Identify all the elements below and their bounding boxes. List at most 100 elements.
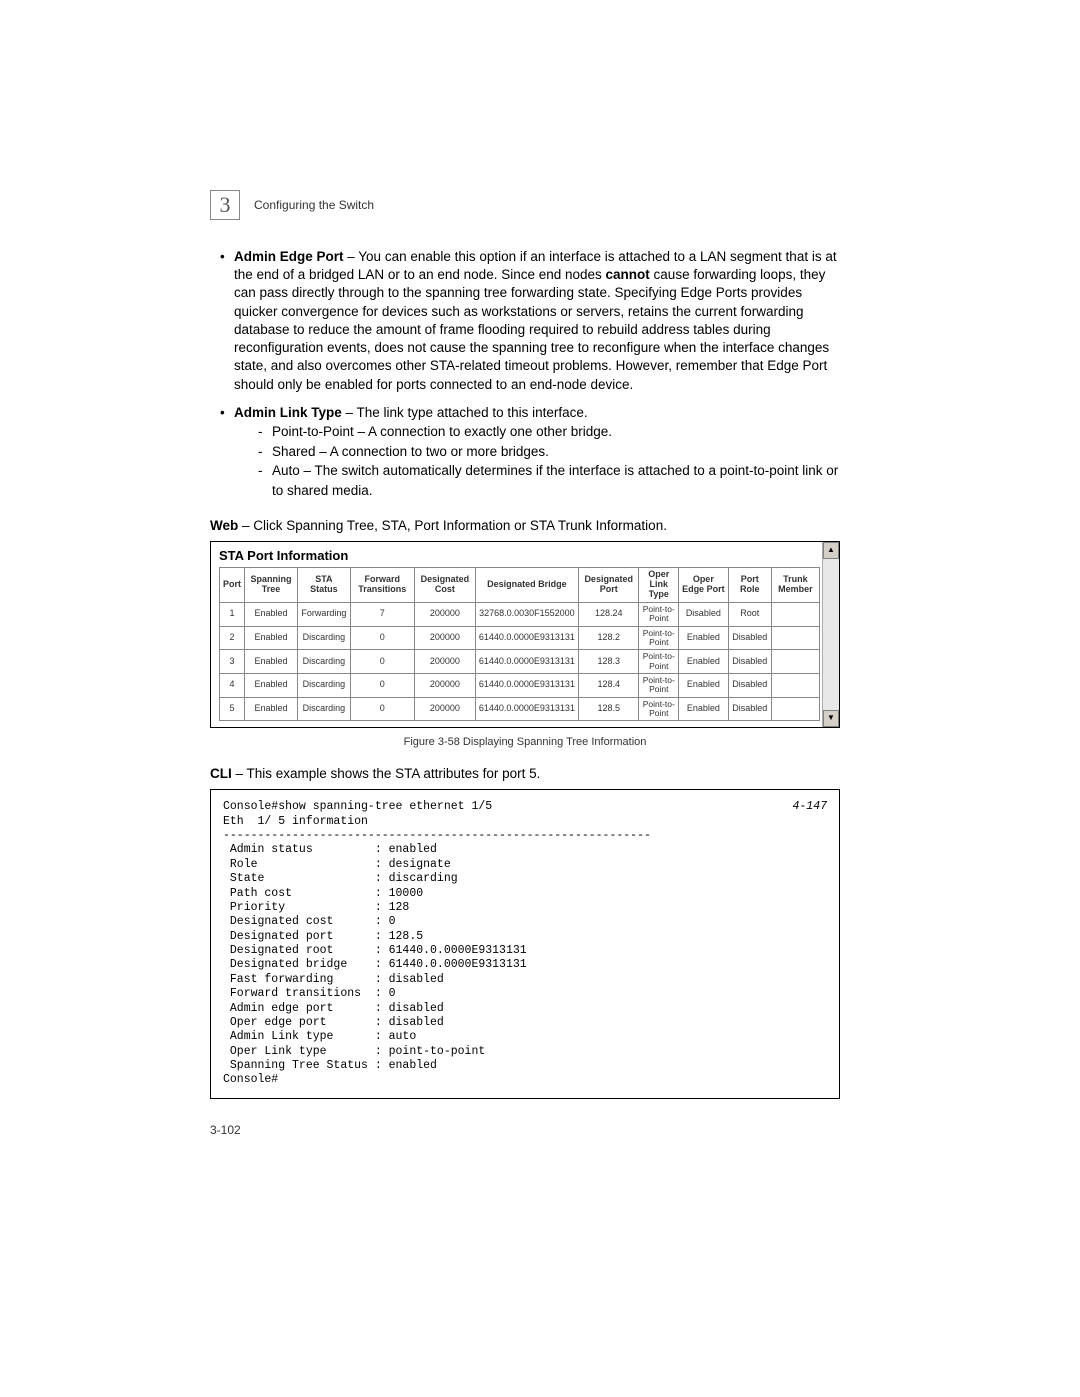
table-cell: Point-to-Point	[639, 650, 679, 674]
table-cell: Root	[728, 602, 771, 626]
sub-list: Point-to-Point – A connection to exactly…	[234, 422, 840, 500]
figure-caption: Figure 3-58 Displaying Spanning Tree Inf…	[210, 736, 840, 748]
table-cell: Discarding	[298, 650, 351, 674]
table-row: 1EnabledForwarding720000032768.0.0030F15…	[220, 602, 820, 626]
cli-text: – This example shows the STA attributes …	[232, 766, 541, 781]
table-cell: 128.4	[578, 673, 639, 697]
table-cell: Discarding	[298, 626, 351, 650]
table-row: 2EnabledDiscarding020000061440.0.0000E93…	[220, 626, 820, 650]
table-cell: 61440.0.0000E9313131	[475, 626, 578, 650]
th-port: Port	[220, 568, 245, 603]
th-port-role: Port Role	[728, 568, 771, 603]
table-cell: 0	[350, 673, 414, 697]
table-cell: 128.24	[578, 602, 639, 626]
table-cell	[771, 650, 819, 674]
table-row: 3EnabledDiscarding020000061440.0.0000E93…	[220, 650, 820, 674]
table-cell	[771, 626, 819, 650]
cli-bold: CLI	[210, 766, 232, 781]
table-cell: 61440.0.0000E9313131	[475, 673, 578, 697]
web-bold: Web	[210, 518, 238, 533]
table-cell: Disabled	[679, 602, 729, 626]
table-cell: 128.2	[578, 626, 639, 650]
table-cell: 0	[350, 650, 414, 674]
cli-page-ref: 4-147	[792, 800, 827, 814]
sub-item-ptp: Point-to-Point – A connection to exactly…	[258, 422, 840, 442]
table-cell: Enabled	[679, 626, 729, 650]
th-oper-edge: Oper Edge Port	[679, 568, 729, 603]
table-cell: 200000	[414, 673, 475, 697]
table-cell: 7	[350, 602, 414, 626]
table-cell: Discarding	[298, 697, 351, 721]
table-cell: Enabled	[679, 650, 729, 674]
table-cell: Enabled	[245, 673, 298, 697]
bullet-text-b: cause forwarding loops, they can pass di…	[234, 267, 829, 391]
table-cell: 4	[220, 673, 245, 697]
table-cell	[771, 602, 819, 626]
table-cell: 200000	[414, 697, 475, 721]
table-cell: Disabled	[728, 626, 771, 650]
table-cell: 128.5	[578, 697, 639, 721]
bullet-admin-edge-port: Admin Edge Port – You can enable this op…	[210, 248, 840, 394]
th-trunk: Trunk Member	[771, 568, 819, 603]
sub-item-auto: Auto – The switch automatically determin…	[258, 461, 840, 500]
cli-section-line: CLI – This example shows the STA attribu…	[210, 766, 840, 781]
th-sta-status: STA Status	[298, 568, 351, 603]
table-row: 5EnabledDiscarding020000061440.0.0000E93…	[220, 697, 820, 721]
table-cell: Enabled	[245, 602, 298, 626]
chapter-number: 3	[220, 192, 231, 218]
table-cell: 32768.0.0030F1552000	[475, 602, 578, 626]
scroll-up-arrow-icon[interactable]: ▲	[823, 542, 839, 559]
table-cell: 128.3	[578, 650, 639, 674]
vertical-scrollbar[interactable]: ▲ ▼	[822, 542, 839, 727]
table-cell: Disabled	[728, 650, 771, 674]
table-cell: 1	[220, 602, 245, 626]
th-des-bridge: Designated Bridge	[475, 568, 578, 603]
cli-text-content: Console#show spanning-tree ethernet 1/5 …	[223, 800, 651, 1086]
chapter-title: Configuring the Switch	[254, 198, 374, 212]
th-des-port: Designated Port	[578, 568, 639, 603]
table-cell: 0	[350, 697, 414, 721]
sta-table-title: STA Port Information	[219, 548, 820, 563]
th-oper-link: Oper Link Type	[639, 568, 679, 603]
bullet-label: Admin Link Type	[234, 405, 342, 420]
table-cell: Discarding	[298, 673, 351, 697]
th-des-cost: Designated Cost	[414, 568, 475, 603]
table-cell: 200000	[414, 650, 475, 674]
table-cell: Point-to-Point	[639, 626, 679, 650]
page-content: 3 Configuring the Switch Admin Edge Port…	[0, 0, 1080, 1197]
table-row: 4EnabledDiscarding020000061440.0.0000E93…	[220, 673, 820, 697]
table-cell: 61440.0.0000E9313131	[475, 697, 578, 721]
table-cell: 200000	[414, 602, 475, 626]
table-cell: 5	[220, 697, 245, 721]
table-cell: Enabled	[679, 697, 729, 721]
table-cell: Point-to-Point	[639, 673, 679, 697]
table-cell: Enabled	[245, 626, 298, 650]
table-cell: Disabled	[728, 697, 771, 721]
table-cell: 2	[220, 626, 245, 650]
web-text: – Click Spanning Tree, STA, Port Informa…	[238, 518, 667, 533]
table-header-row: Port Spanning Tree STA Status Forward Tr…	[220, 568, 820, 603]
table-cell: Disabled	[728, 673, 771, 697]
sta-table: Port Spanning Tree STA Status Forward Tr…	[219, 567, 820, 721]
table-cell: Point-to-Point	[639, 602, 679, 626]
bullet-text: – The link type attached to this interfa…	[342, 405, 588, 420]
table-cell: Enabled	[245, 697, 298, 721]
table-cell: Enabled	[245, 650, 298, 674]
table-cell: Point-to-Point	[639, 697, 679, 721]
web-section-line: Web – Click Spanning Tree, STA, Port Inf…	[210, 518, 840, 533]
table-cell: Enabled	[679, 673, 729, 697]
table-cell: 0	[350, 626, 414, 650]
sub-item-shared: Shared – A connection to two or more bri…	[258, 442, 840, 462]
table-cell: Forwarding	[298, 602, 351, 626]
th-spanning-tree: Spanning Tree	[245, 568, 298, 603]
page-number: 3-102	[210, 1123, 840, 1137]
scroll-down-arrow-icon[interactable]: ▼	[823, 710, 839, 727]
table-cell: 200000	[414, 626, 475, 650]
table-cell	[771, 673, 819, 697]
chapter-number-box: 3	[210, 190, 240, 220]
cli-output-box: 4-147 Console#show spanning-tree ethernet…	[210, 789, 840, 1099]
table-cell: 3	[220, 650, 245, 674]
chapter-header: 3 Configuring the Switch	[210, 190, 840, 220]
bullet-bold-mid: cannot	[606, 267, 650, 282]
bullet-admin-link-type: Admin Link Type – The link type attached…	[210, 404, 840, 500]
